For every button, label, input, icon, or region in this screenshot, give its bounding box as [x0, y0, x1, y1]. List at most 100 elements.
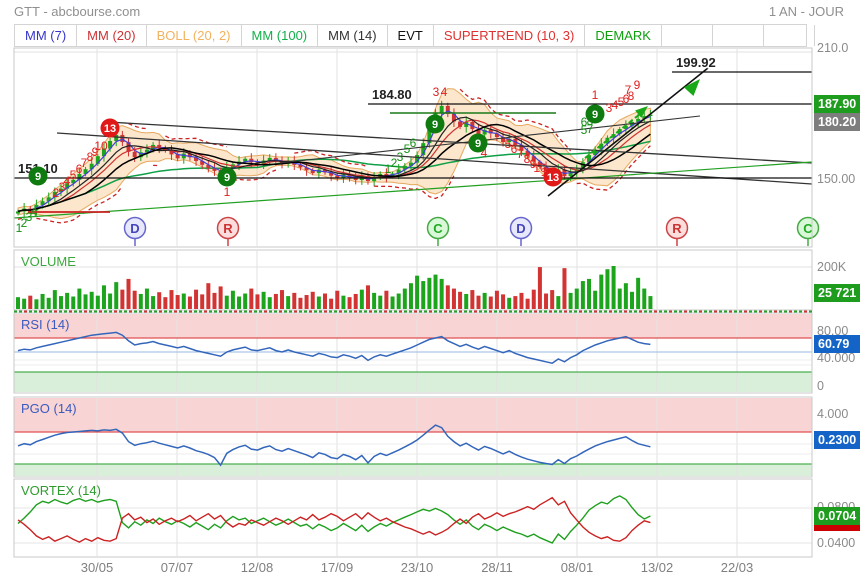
date-tick-label: 28/11 [481, 560, 513, 575]
svg-text:4: 4 [441, 85, 448, 99]
legend-empty-cell [713, 25, 764, 46]
vortex-panel-label: VORTEX (14) [21, 483, 101, 498]
svg-text:1: 1 [385, 162, 392, 176]
axis-tick-label: 80.00 [817, 324, 849, 338]
svg-text:2: 2 [21, 216, 28, 230]
legend-item-evt[interactable]: EVT [388, 25, 434, 46]
svg-text:R: R [672, 221, 682, 236]
axis-value-badge: 60.79 [814, 335, 860, 353]
svg-text:D: D [130, 221, 139, 236]
svg-text:1: 1 [16, 221, 23, 235]
svg-text:6: 6 [623, 92, 630, 106]
event-badge-r: R [665, 216, 689, 246]
svg-text:C: C [433, 221, 443, 236]
svg-text:8: 8 [524, 152, 531, 166]
svg-text:7: 7 [81, 156, 88, 170]
rsi-panel-label: RSI (14) [21, 317, 70, 332]
indicator-legend: MM (7) MM (20) BOLL (20, 2) MM (100) MM (14)… [14, 24, 815, 47]
svg-text:6: 6 [410, 136, 417, 150]
instrument-title: GTT - abcbourse.com [14, 4, 141, 19]
svg-text:10: 10 [94, 139, 108, 153]
svg-text:7: 7 [517, 147, 524, 161]
svg-text:9: 9 [92, 145, 99, 159]
svg-text:6: 6 [581, 115, 588, 129]
svg-text:5: 5 [404, 142, 411, 156]
svg-text:R: R [223, 221, 233, 236]
svg-text:7: 7 [587, 122, 594, 136]
axis-value-badge: 25 721 [814, 284, 860, 302]
pgo-panel-label: PGO (14) [21, 401, 77, 416]
date-tick-label: 12/08 [240, 560, 274, 575]
svg-text:5: 5 [618, 95, 625, 109]
svg-text:6: 6 [76, 162, 83, 176]
axis-value-badge: 0.2300 [814, 431, 860, 449]
legend-item-demark[interactable]: DEMARK [585, 25, 662, 46]
event-badge-c: C [796, 216, 820, 246]
svg-text:10: 10 [533, 161, 547, 175]
axis-tick-label: 210.0 [817, 41, 849, 55]
svg-text:8: 8 [87, 150, 94, 164]
svg-text:4: 4 [31, 205, 38, 219]
legend-empty-cell [764, 25, 815, 46]
svg-text:5: 5 [505, 137, 512, 151]
svg-text:1: 1 [592, 88, 599, 102]
date-tick-label: 30/05 [80, 560, 114, 575]
legend-item-mm-14[interactable]: MM (14) [318, 25, 388, 46]
svg-text:13: 13 [104, 123, 116, 135]
axis-value-badge: 187.90 [814, 95, 860, 113]
axis-value-badge: 0.0704 [814, 507, 860, 525]
svg-text:1: 1 [224, 185, 231, 199]
svg-text:5: 5 [70, 168, 77, 182]
svg-text:3: 3 [59, 180, 66, 194]
date-tick-label: 13/02 [640, 560, 674, 575]
svg-text:184.80: 184.80 [372, 87, 412, 102]
legend-item-mm-100[interactable]: MM (100) [242, 25, 319, 46]
legend-item-supertrend-10-3[interactable]: SUPERTREND (10, 3) [434, 25, 586, 46]
event-badge-c: C [426, 216, 450, 246]
svg-text:3: 3 [397, 150, 404, 164]
date-tick-label: 08/01 [560, 560, 594, 575]
axis-tick-label: 150.00 [817, 172, 856, 186]
svg-text:4: 4 [612, 98, 619, 112]
date-tick-label: 23/10 [400, 560, 434, 575]
legend-item-mm-7[interactable]: MM (7) [15, 25, 78, 46]
axis-value-badge: 180.20 [814, 113, 860, 131]
timeframe-selector[interactable]: 1 AN - JOUR [768, 4, 844, 19]
svg-text:9: 9 [530, 157, 537, 171]
svg-text:4: 4 [64, 174, 71, 188]
svg-text:4: 4 [481, 146, 488, 160]
svg-text:9: 9 [432, 119, 438, 131]
svg-text:9: 9 [592, 109, 598, 121]
event-badge-r: R [216, 216, 240, 246]
svg-text:C: C [803, 221, 813, 236]
vortex-minus-badge [814, 525, 860, 531]
axis-tick-label: 40.000 [817, 351, 856, 365]
legend-empty-cell [662, 25, 713, 46]
svg-text:7: 7 [625, 83, 632, 97]
svg-text:3: 3 [26, 210, 33, 224]
axis-tick-label: 0 [817, 379, 824, 393]
svg-text:8: 8 [628, 89, 635, 103]
svg-text:5: 5 [581, 123, 588, 137]
legend-item-mm-20[interactable]: MM (20) [77, 25, 147, 46]
svg-text:199.92: 199.92 [676, 55, 716, 70]
event-badge-d: D [509, 216, 533, 246]
axis-tick-label: 4.000 [817, 407, 849, 421]
event-badge-d: D [123, 216, 147, 246]
volume-panel-label: VOLUME [21, 254, 76, 269]
svg-text:9: 9 [475, 138, 481, 150]
legend-item-boll-20-2[interactable]: BOLL (20, 2) [147, 25, 242, 46]
svg-text:6: 6 [511, 142, 518, 156]
svg-text:9: 9 [35, 171, 41, 183]
axis-tick-label: 0.0400 [817, 536, 856, 550]
svg-text:2: 2 [391, 156, 398, 170]
svg-text:3: 3 [433, 85, 440, 99]
date-tick-label: 17/09 [320, 560, 354, 575]
svg-text:D: D [516, 221, 525, 236]
date-tick-label: 07/07 [160, 560, 194, 575]
svg-text:9: 9 [634, 78, 641, 92]
date-tick-label: 22/03 [720, 560, 754, 575]
axis-tick-label: 200K [817, 260, 847, 274]
